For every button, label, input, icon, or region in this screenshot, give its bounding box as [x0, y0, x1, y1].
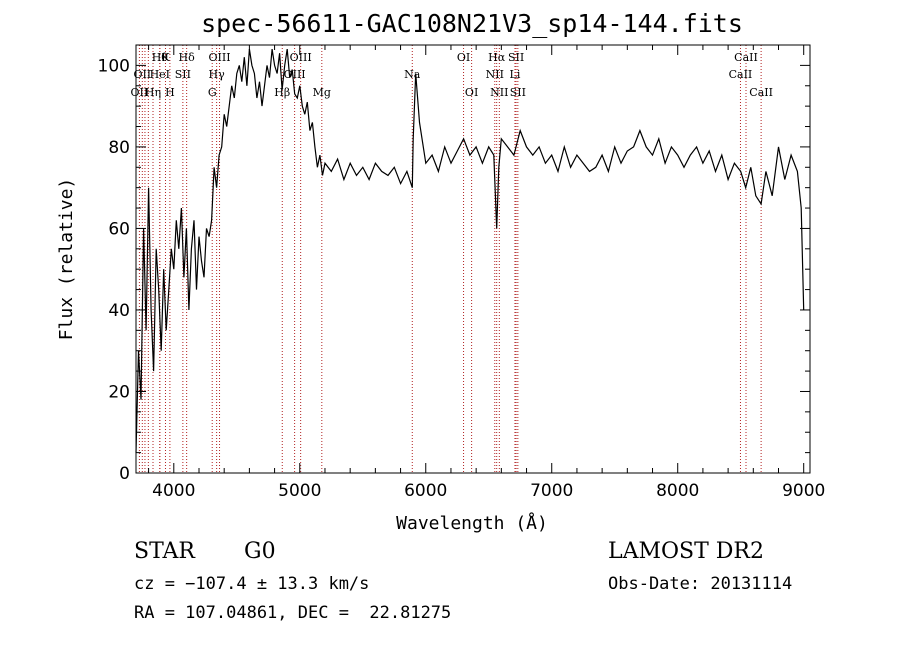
line-marker-label: OIII: [208, 51, 230, 64]
line-marker-label: OI: [457, 51, 470, 64]
y-tick-label: 80: [108, 138, 130, 158]
spectral-subclass: G0: [244, 539, 276, 564]
y-tick-label: 40: [108, 301, 130, 321]
y-axis: 0 20 40 60 80 100: [98, 56, 810, 484]
spectral-line-labels: OIIOIIHηHθHeIKHSIIHδGHγOIIIHβOIIIOIIIMgN…: [131, 51, 773, 99]
object-class: STAR: [134, 539, 195, 564]
line-marker-label: OI: [465, 86, 478, 99]
line-marker-label: Na: [404, 68, 421, 81]
x-tick-label: 7000: [530, 481, 573, 501]
line-marker-label: OIII: [290, 51, 312, 64]
y-axis-label: Flux (relative): [56, 178, 77, 341]
line-marker-label: Hδ: [179, 51, 196, 64]
spectrum-series-line: [135, 49, 805, 453]
observation-date: Obs-Date: 20131114: [608, 574, 793, 594]
line-marker-label: OIII: [284, 68, 306, 81]
x-tick-label: 5000: [278, 481, 321, 501]
line-marker-label: Mg: [313, 86, 331, 99]
y-tick-label: 100: [98, 56, 130, 76]
x-tick-label: 4000: [152, 481, 195, 501]
chart-title: spec-56611-GAC108N21V3_sp14-144.fits: [201, 9, 743, 38]
line-marker-label: NII: [490, 86, 508, 99]
line-marker-label: G: [208, 86, 217, 99]
line-marker-label: CaII: [734, 51, 758, 64]
spectral-line-markers: [138, 45, 762, 473]
x-axis: 4000 5000 6000 7000 8000 9000: [148, 45, 825, 501]
x-axis-label: Wavelength (Å): [396, 512, 548, 534]
line-marker-label: K: [161, 51, 170, 64]
line-marker-label: OII: [133, 68, 151, 81]
redshift-velocity: cz = −107.4 ± 13.3 km/s: [134, 574, 370, 594]
line-marker-label: H: [165, 86, 175, 99]
plot-frame: [135, 44, 811, 474]
x-tick-label: 8000: [656, 481, 699, 501]
y-tick-label: 20: [108, 382, 130, 402]
survey-name: LAMOST DR2: [608, 539, 764, 564]
line-marker-label: SII: [508, 51, 524, 64]
y-tick-label: 0: [119, 464, 130, 484]
line-marker-label: Hα: [488, 51, 506, 64]
line-marker-label: CaII: [729, 68, 753, 81]
line-marker-label: Hη: [145, 86, 161, 99]
x-tick-label: 9000: [782, 481, 825, 501]
line-marker-label: SII: [510, 86, 526, 99]
line-marker-label: Hγ: [209, 68, 226, 81]
x-tick-label: 6000: [404, 481, 447, 501]
y-tick-label: 60: [108, 219, 130, 239]
line-marker-label: Li: [510, 68, 521, 81]
line-marker-label: SII: [175, 68, 191, 81]
sky-coordinates: RA = 107.04861, DEC = 22.81275: [134, 603, 452, 623]
line-marker-label: OII: [131, 86, 149, 99]
line-marker-label: HeI: [150, 68, 170, 81]
line-marker-label: CaII: [749, 86, 773, 99]
line-marker-label: Hθ: [152, 51, 169, 64]
line-marker-label: Hβ: [274, 86, 290, 99]
line-marker-label: NII: [486, 68, 504, 81]
